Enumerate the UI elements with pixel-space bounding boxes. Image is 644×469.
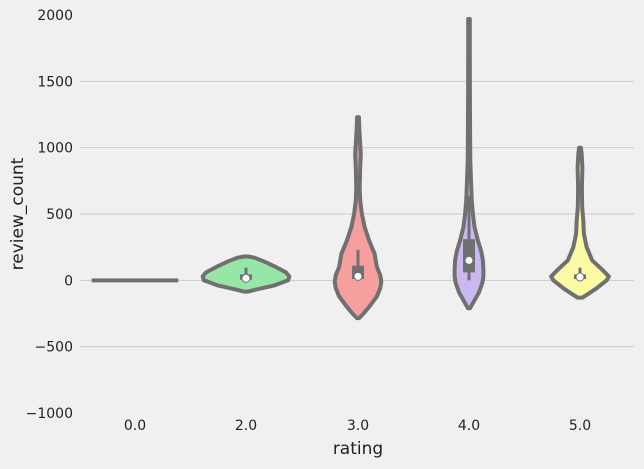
violin-median	[464, 255, 474, 265]
x-tick-label: 2.0	[235, 418, 257, 434]
violin	[549, 145, 611, 300]
x-tick-label: 4.0	[458, 418, 480, 434]
y-tick-label: 0	[64, 273, 73, 289]
violin-median	[241, 273, 251, 283]
violin-body	[452, 17, 486, 311]
y-tick-label: 1500	[37, 74, 73, 90]
x-tick-label: 3.0	[347, 418, 369, 434]
violin	[332, 115, 384, 321]
violin-body	[332, 115, 384, 321]
y-tick-labels: −1000 −500 0 500 1000 1500 2000	[26, 8, 73, 422]
violins	[91, 17, 611, 321]
y-tick-label: −1000	[26, 406, 73, 422]
y-tick-label: 1000	[37, 141, 73, 157]
violin-box	[463, 239, 475, 273]
y-tick-label: −500	[35, 340, 73, 356]
violin	[452, 17, 486, 311]
x-axis-label: rating	[333, 439, 383, 459]
violin-body	[549, 145, 611, 300]
x-tick-labels: 0.0 2.0 3.0 4.0 5.0	[124, 418, 591, 434]
x-tick-label: 5.0	[569, 418, 591, 434]
y-tick-label: 500	[46, 207, 73, 223]
violin	[200, 254, 292, 294]
violin-median	[575, 272, 585, 282]
x-tick-label: 0.0	[124, 418, 146, 434]
y-tick-label: 2000	[37, 8, 73, 24]
violin-median	[353, 271, 363, 281]
y-axis-label: review_count	[8, 157, 28, 270]
